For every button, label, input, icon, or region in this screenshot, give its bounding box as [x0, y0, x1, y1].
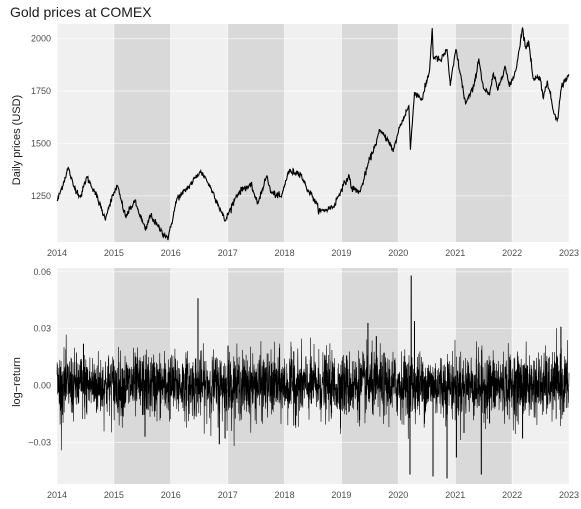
- x-tick-label: 2020: [388, 248, 408, 258]
- shaded-year-band: [113, 24, 171, 242]
- y-tick-label: 0.00: [33, 380, 51, 390]
- x-tick-label: 2021: [445, 490, 465, 500]
- x-tick-label: 2018: [275, 248, 295, 258]
- x-tick-label: 2021: [445, 248, 465, 258]
- x-tick-label: 2015: [104, 490, 124, 500]
- shaded-year-band: [227, 24, 285, 242]
- shaded-year-band: [341, 24, 399, 242]
- x-tick-label: 2019: [331, 248, 351, 258]
- return-series-line: [56, 275, 570, 479]
- y-tick-label: 1250: [31, 191, 51, 201]
- price-series-line: [56, 26, 570, 241]
- x-tick-label: 2016: [161, 248, 181, 258]
- chart-title: Gold prices at COMEX: [10, 4, 152, 20]
- year-band: [284, 24, 342, 242]
- price-panel: 2014 2015 2016 2017 2018 2019 2020 2021 2022 2023…: [31, 24, 579, 258]
- y-tick-label: 0.03: [33, 324, 51, 334]
- y-axis-title-returns: log−return: [11, 357, 23, 407]
- x-tick-label: 2016: [161, 490, 181, 500]
- x-tick-label: 2017: [218, 490, 238, 500]
- year-band: [57, 24, 114, 242]
- x-tick-label: 2017: [218, 248, 238, 258]
- year-band: [512, 24, 569, 242]
- y-tick-label: 1500: [31, 138, 51, 148]
- x-tick-label: 2014: [47, 248, 67, 258]
- x-tick-label: 2015: [104, 248, 124, 258]
- x-tick-label: 2018: [275, 490, 295, 500]
- x-tick-label: 2022: [502, 248, 522, 258]
- x-tick-label: 2014: [47, 490, 67, 500]
- return-panel: 2014 2015 2016 2017 2018 2019 2020 2021 2022 2023…: [28, 267, 579, 500]
- x-tick-label: 2020: [388, 490, 408, 500]
- y-tick-label: −0.03: [28, 437, 51, 447]
- y-tick-label: 2000: [31, 34, 51, 44]
- x-tick-label: 2023: [559, 248, 579, 258]
- x-tick-label: 2023: [559, 490, 579, 500]
- shaded-year-band: [455, 24, 513, 242]
- y-tick-label: 0.06: [33, 267, 51, 277]
- x-tick-label: 2022: [502, 490, 522, 500]
- year-band: [398, 24, 456, 242]
- y-tick-label: 1750: [31, 86, 51, 96]
- y-axis-title-prices: Daily prices (USD): [11, 95, 23, 185]
- x-tick-label: 2019: [331, 490, 351, 500]
